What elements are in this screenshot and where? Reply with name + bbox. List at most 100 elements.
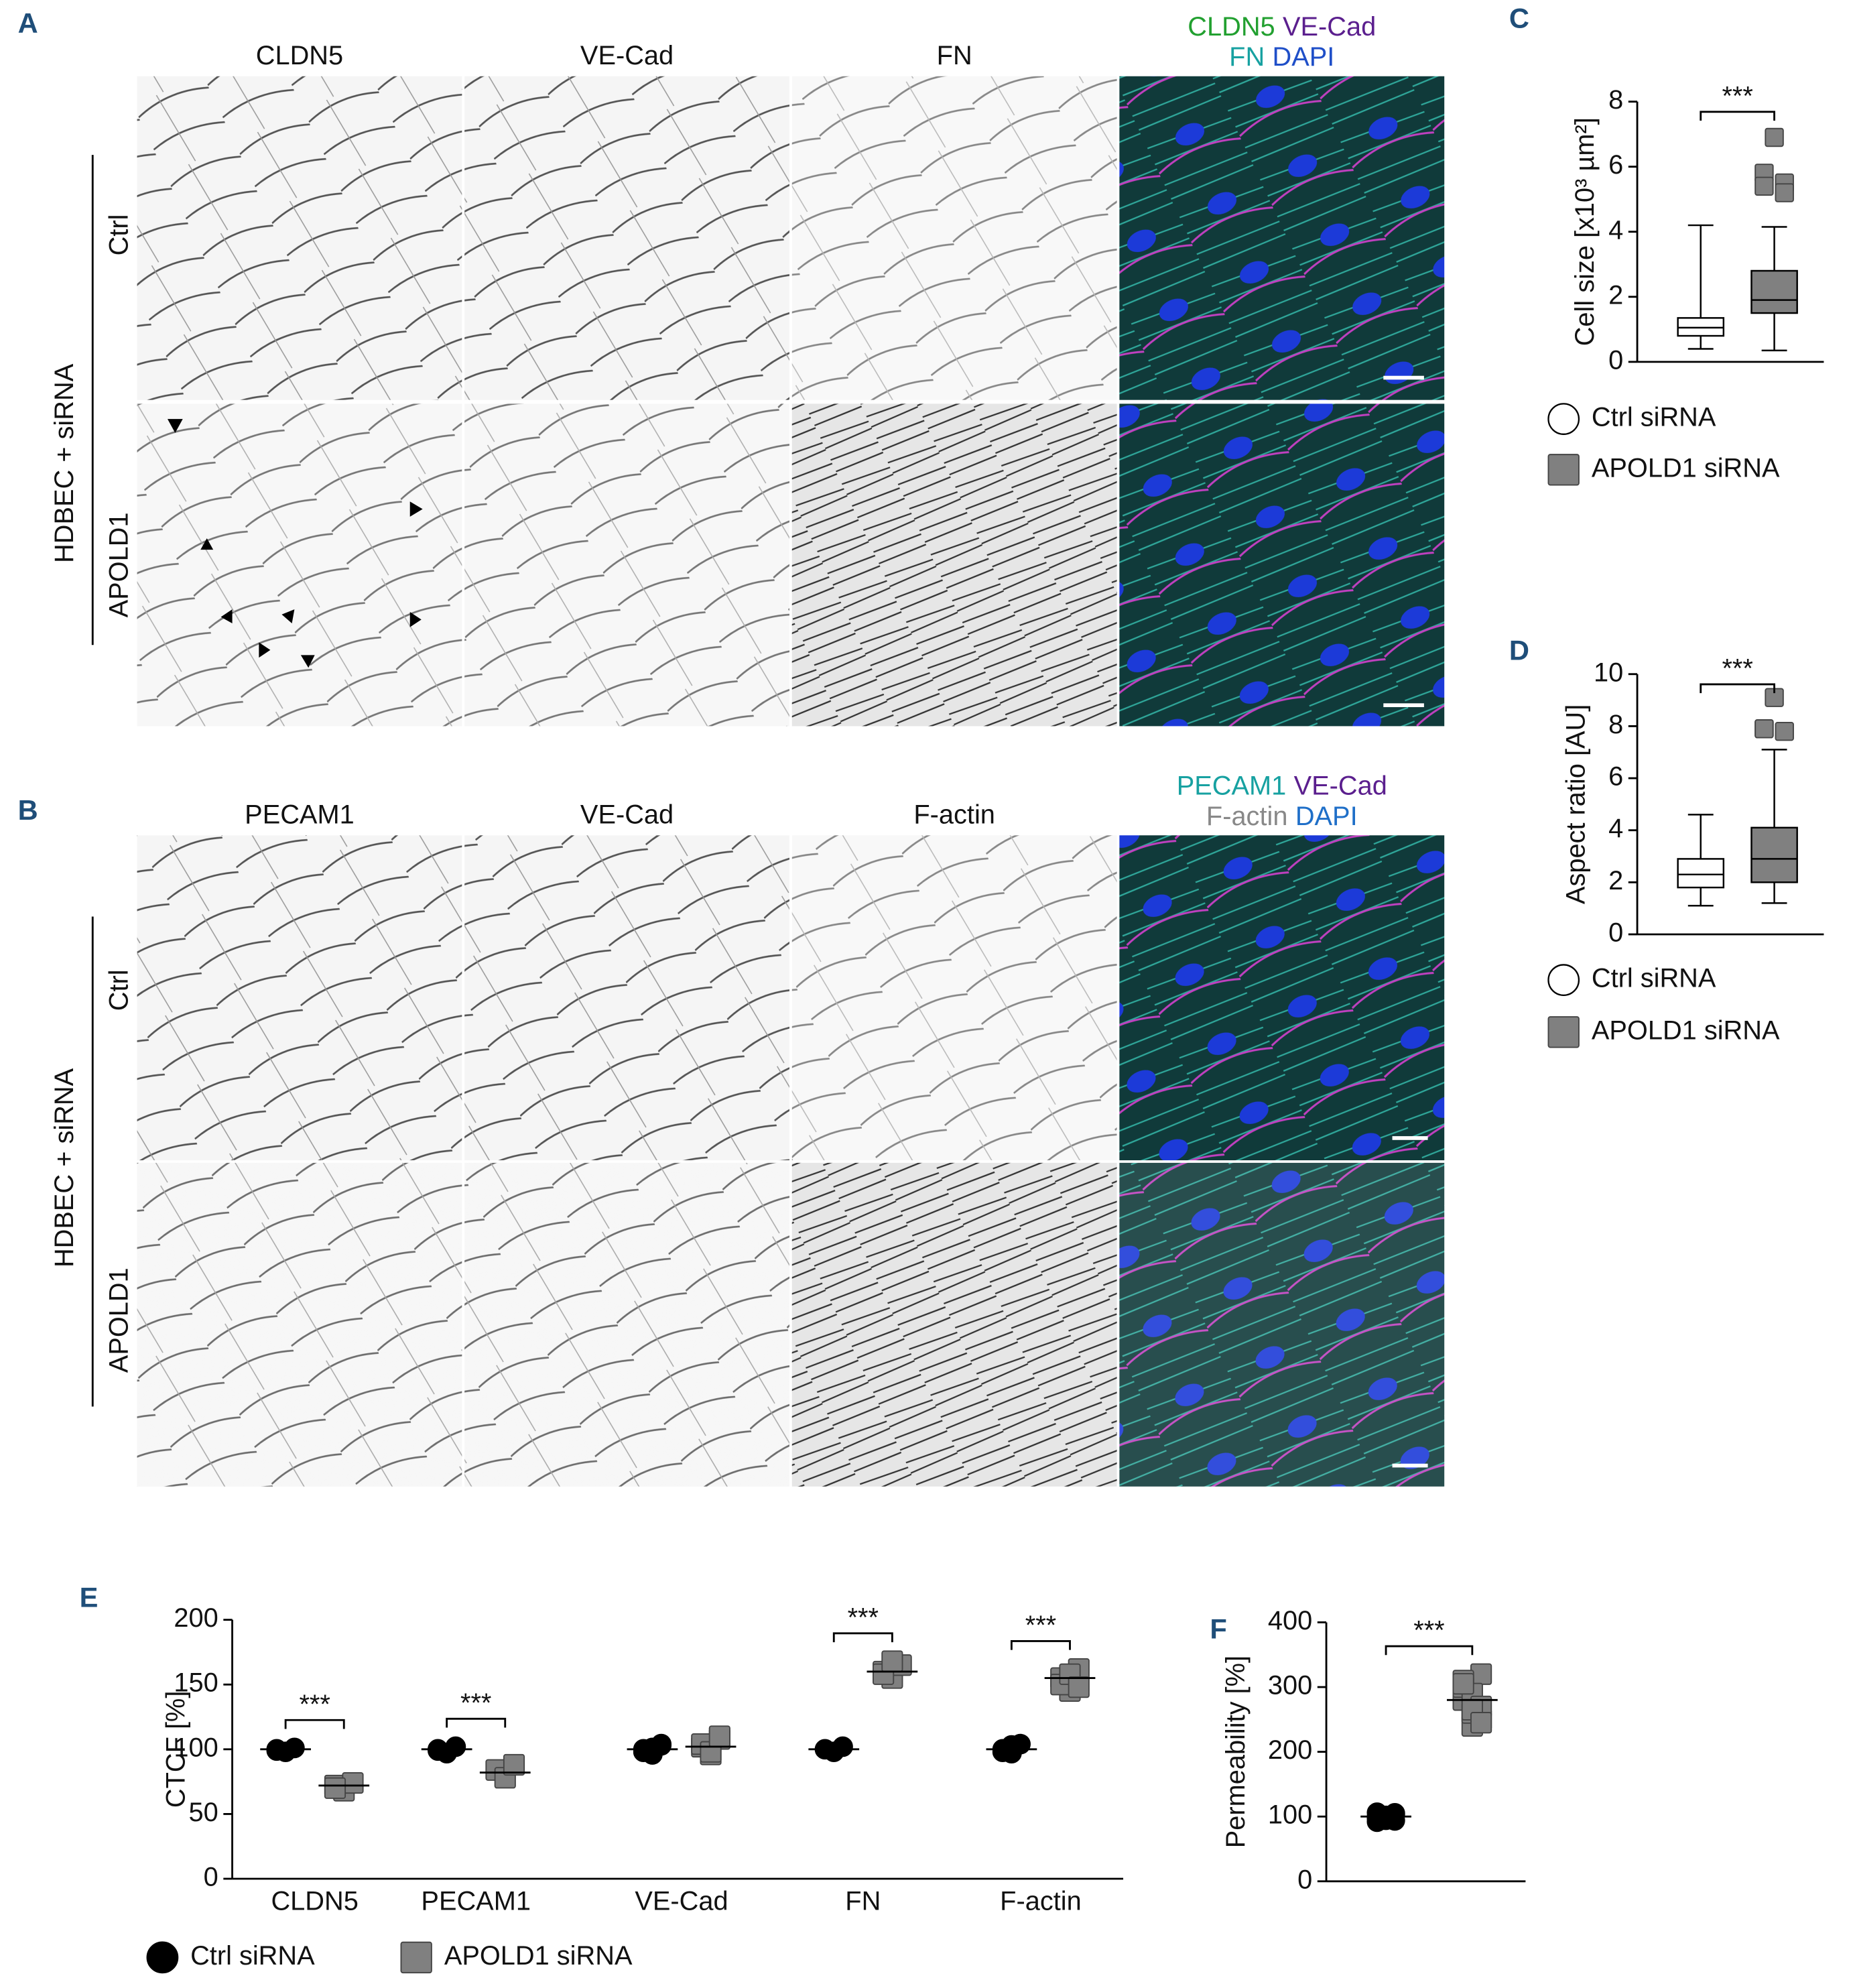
panel-label: B bbox=[18, 794, 38, 826]
point bbox=[1775, 183, 1794, 202]
significance-label: *** bbox=[460, 1688, 491, 1718]
point bbox=[266, 1740, 287, 1761]
panel-label: F bbox=[1210, 1613, 1226, 1645]
point bbox=[1765, 127, 1784, 147]
column-label: PECAM1 bbox=[245, 800, 355, 829]
point bbox=[1547, 454, 1580, 486]
significance-label: *** bbox=[1722, 654, 1752, 684]
row-label: Ctrl bbox=[104, 214, 133, 256]
group-label: HDBEC + siRNA bbox=[50, 1068, 79, 1267]
panel-label: A bbox=[18, 7, 38, 39]
y-tick-label: 2 bbox=[1608, 866, 1623, 895]
scale-bars bbox=[1383, 375, 1428, 1468]
point bbox=[1775, 721, 1794, 741]
micrograph bbox=[791, 403, 1117, 727]
y-axis-label: Aspect ratio [AU] bbox=[1561, 704, 1591, 904]
point bbox=[400, 1941, 432, 1974]
y-tick-label: 0 bbox=[204, 1863, 218, 1892]
point bbox=[881, 1650, 903, 1672]
point bbox=[146, 1941, 179, 1974]
chart: 0 50 100 150 200 CTCF [%] CLDN5 PECAM1 VE-Cad FN F… bbox=[146, 1603, 1124, 1974]
significance-bracket bbox=[1700, 683, 1776, 694]
point bbox=[284, 1737, 305, 1759]
merge-word: DAPI bbox=[1273, 42, 1335, 72]
y-tick-label: 400 bbox=[1268, 1606, 1312, 1635]
micrograph bbox=[464, 1162, 789, 1487]
merge-word: CLDN5 bbox=[1188, 11, 1275, 41]
point bbox=[428, 1740, 448, 1761]
merge-label: PECAM1 VE-Cad bbox=[1177, 771, 1387, 800]
point bbox=[1001, 1735, 1022, 1756]
group-label: HDBEC + siRNA bbox=[50, 363, 79, 563]
significance-label: *** bbox=[1025, 1611, 1056, 1640]
merge-word: F-actin bbox=[1206, 801, 1288, 830]
point bbox=[832, 1736, 853, 1757]
point bbox=[1547, 1016, 1580, 1048]
significance-bracket bbox=[1010, 1639, 1071, 1650]
row-label: APOLD1 bbox=[104, 512, 133, 617]
y-tick-label: 150 bbox=[174, 1668, 218, 1698]
y-tick-label: 2 bbox=[1608, 280, 1623, 310]
micrograph bbox=[1119, 835, 1445, 1161]
legend-label: Ctrl siRNA bbox=[1592, 964, 1716, 993]
point bbox=[1754, 719, 1774, 739]
y-axis-label: CTCF [%] bbox=[162, 1691, 191, 1808]
column-label: VE-Cad bbox=[580, 41, 674, 70]
column-label: CLDN5 bbox=[256, 41, 343, 70]
x-tick-label: FN bbox=[845, 1886, 881, 1916]
point bbox=[651, 1735, 672, 1756]
micrograph bbox=[1119, 76, 1445, 400]
column-label: F-actin bbox=[913, 800, 995, 829]
row-label: Ctrl bbox=[104, 969, 133, 1011]
micrograph bbox=[137, 76, 462, 400]
point bbox=[708, 1725, 730, 1747]
micrograph bbox=[1119, 1162, 1445, 1487]
micrograph bbox=[464, 403, 789, 727]
merge-word: DAPI bbox=[1295, 801, 1358, 830]
point bbox=[1452, 1673, 1474, 1695]
y-tick-label: 4 bbox=[1608, 215, 1623, 245]
row-label: APOLD1 bbox=[104, 1267, 133, 1373]
y-tick-label: 0 bbox=[1297, 1865, 1312, 1894]
significance-bracket bbox=[832, 1632, 893, 1643]
significance-label: *** bbox=[848, 1603, 879, 1632]
micrograph bbox=[137, 1162, 462, 1487]
significance-bracket bbox=[446, 1717, 507, 1728]
merge-word: FN bbox=[1229, 42, 1265, 72]
significance-label: *** bbox=[299, 1690, 330, 1719]
micrograph bbox=[137, 403, 462, 727]
x-tick-label: VE-Cad bbox=[635, 1886, 728, 1916]
micrograph bbox=[791, 76, 1117, 400]
chart: 0 100 200 300 400 Permeability [%] bbox=[1221, 1606, 1526, 1894]
y-tick-label: 0 bbox=[1608, 918, 1623, 947]
y-tick-label: 10 bbox=[1594, 658, 1623, 687]
legend-label: APOLD1 siRNA bbox=[1592, 453, 1780, 483]
micrograph bbox=[1119, 403, 1445, 727]
point bbox=[503, 1753, 525, 1776]
point bbox=[1754, 176, 1774, 196]
column-label: FN bbox=[937, 41, 972, 70]
y-tick-label: 8 bbox=[1608, 710, 1623, 739]
box bbox=[1677, 858, 1725, 889]
point bbox=[1547, 403, 1580, 435]
y-tick-label: 200 bbox=[174, 1603, 218, 1633]
y-tick-label: 6 bbox=[1608, 150, 1623, 180]
significance-label: *** bbox=[1722, 81, 1752, 111]
x-tick-label: CLDN5 bbox=[271, 1886, 358, 1916]
y-tick-label: 0 bbox=[1608, 345, 1623, 375]
legend-label: APOLD1 siRNA bbox=[444, 1941, 633, 1971]
point bbox=[1384, 1810, 1405, 1831]
y-axis-label: Cell size [x10³ µm²] bbox=[1570, 117, 1600, 346]
micrograph bbox=[791, 835, 1117, 1161]
y-tick-label: 100 bbox=[1268, 1800, 1312, 1830]
column-label: VE-Cad bbox=[580, 800, 674, 829]
point bbox=[1068, 1676, 1090, 1698]
box bbox=[1750, 826, 1798, 883]
legend-label: APOLD1 siRNA bbox=[1592, 1015, 1780, 1045]
merge-word: VE-Cad bbox=[1283, 11, 1376, 41]
panel-label: D bbox=[1509, 635, 1529, 666]
merge-label: CLDN5 VE-Cad bbox=[1188, 11, 1376, 41]
significance-bracket bbox=[1700, 111, 1776, 121]
